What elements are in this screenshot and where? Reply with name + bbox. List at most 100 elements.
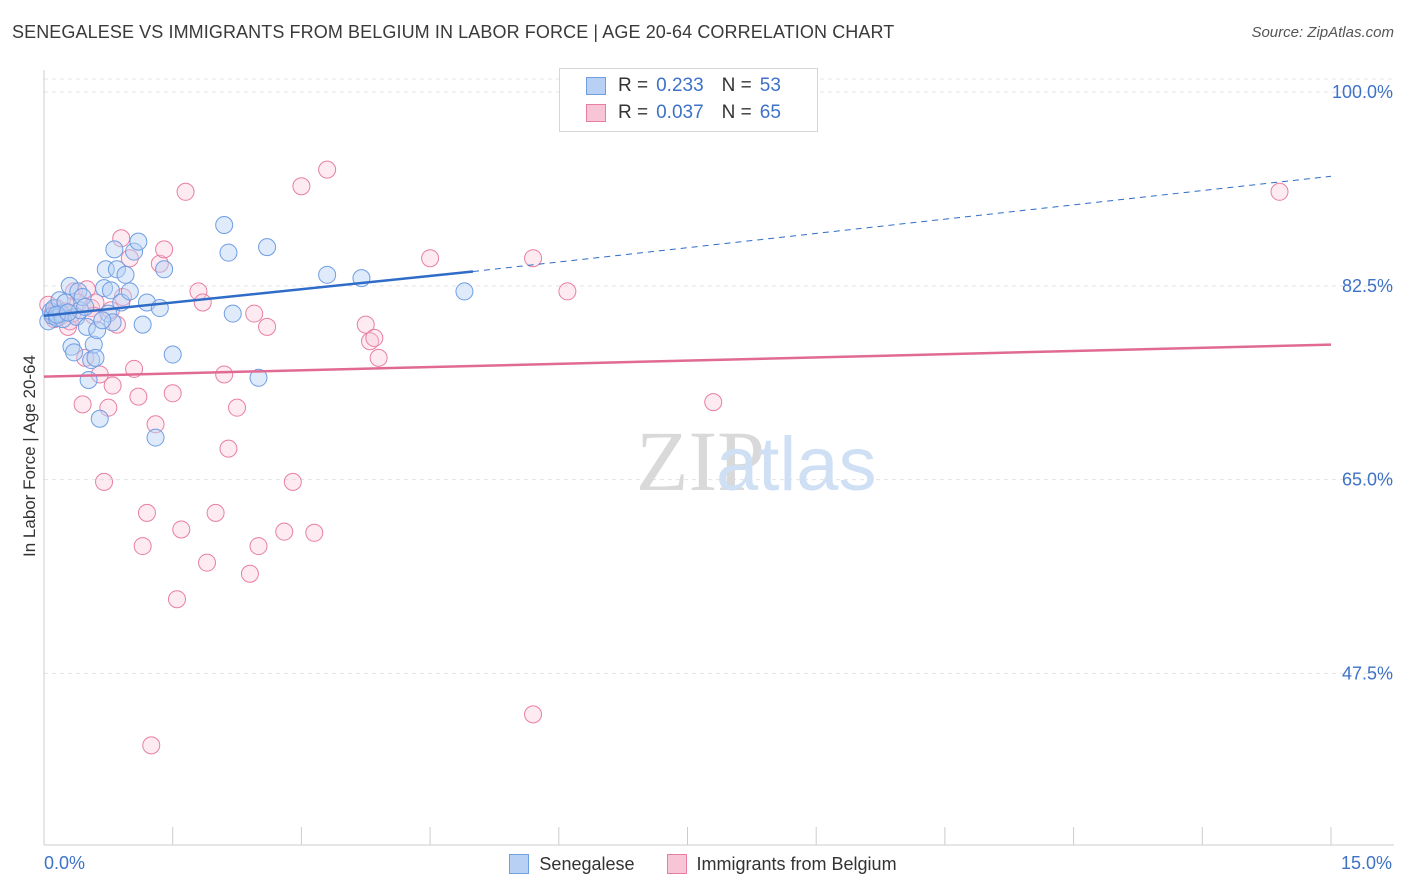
point-senegalese — [146, 428, 165, 447]
axes — [43, 70, 1394, 846]
series-legend-belgium[interactable]: Immigrants from Belgium — [666, 853, 897, 875]
data-points — [39, 160, 1289, 755]
point-senegalese — [86, 348, 105, 367]
y-tick-label: 100.0% — [1332, 82, 1393, 102]
correlation-legend: R = 0.233 N = 53 R = 0.037 N = 65 — [559, 68, 818, 132]
point-belgium — [198, 553, 217, 572]
point-belgium — [318, 160, 337, 179]
legend-swatch-senegalese — [586, 77, 606, 95]
point-senegalese — [163, 345, 182, 364]
point-belgium — [167, 590, 186, 609]
point-senegalese — [65, 343, 84, 362]
point-belgium — [245, 304, 264, 323]
legend-r-value: 0.037 — [656, 102, 704, 123]
series-legend-senegalese[interactable]: Senegalese — [509, 853, 635, 875]
legend-r-label: R = — [618, 75, 649, 96]
point-senegalese — [125, 242, 144, 261]
x-tick-label-min: 0.0% — [44, 853, 86, 873]
point-belgium — [524, 705, 543, 724]
trend-senegalese-extension — [472, 175, 1332, 272]
point-belgium — [142, 736, 161, 755]
watermark-zip: ZIP — [636, 413, 765, 509]
series-legend-label: Senegalese — [539, 853, 635, 874]
point-belgium — [146, 415, 165, 434]
point-belgium — [356, 315, 375, 334]
legend-n-value: 53 — [759, 75, 781, 96]
y-tick-labels: 47.5% 65.0% 82.5% 100.0% — [1332, 82, 1393, 683]
point-belgium — [305, 523, 324, 542]
y-axis-label: In Labor Force | Age 20-64 — [20, 355, 39, 557]
point-belgium — [103, 376, 122, 395]
point-senegalese — [88, 321, 107, 340]
point-senegalese — [116, 265, 135, 284]
point-senegalese — [455, 282, 474, 301]
point-belgium — [240, 564, 259, 583]
point-senegalese — [120, 282, 139, 301]
point-belgium — [155, 240, 174, 259]
watermark: ZIP atlas — [636, 413, 877, 509]
point-senegalese — [93, 311, 112, 330]
point-belgium — [133, 537, 152, 556]
legend-r-label: R = — [618, 102, 649, 123]
point-senegalese — [101, 281, 120, 300]
point-senegalese — [258, 238, 277, 257]
point-senegalese — [155, 260, 174, 279]
legend-row-belgium: R = 0.037 N = 65 — [586, 102, 781, 124]
point-senegalese — [105, 240, 124, 259]
point-senegalese — [84, 335, 103, 354]
point-belgium — [275, 522, 294, 541]
point-belgium — [163, 384, 182, 403]
point-senegalese — [133, 315, 152, 334]
x-tick-label-max: 15.0% — [1340, 853, 1392, 873]
watermark-atlas: atlas — [716, 422, 877, 507]
trend-belgium — [43, 343, 1332, 378]
point-belgium — [193, 293, 212, 312]
y-tick-label: 82.5% — [1342, 276, 1393, 296]
point-belgium — [129, 387, 148, 406]
series-swatch-senegalese — [509, 854, 530, 874]
series-swatch-belgium — [666, 854, 687, 874]
point-belgium — [1270, 182, 1289, 201]
chart-title: SENEGALESE VS IMMIGRANTS FROM BELGIUM IN… — [12, 22, 895, 42]
point-belgium — [176, 182, 195, 201]
legend-row-senegalese: R = 0.233 N = 53 — [586, 75, 781, 97]
legend-n-label: N = — [721, 102, 752, 123]
point-senegalese — [79, 371, 98, 389]
point-belgium — [137, 503, 156, 522]
point-belgium — [73, 395, 92, 414]
point-belgium — [283, 472, 302, 491]
point-belgium — [524, 249, 543, 268]
point-belgium — [421, 249, 440, 268]
point-belgium — [219, 439, 238, 458]
y-tick-label: 65.0% — [1342, 470, 1393, 490]
point-senegalese — [223, 304, 242, 323]
point-senegalese — [129, 232, 148, 251]
point-belgium — [206, 503, 225, 522]
point-belgium — [249, 537, 268, 556]
series-legend: Senegalese Immigrants from Belgium — [0, 852, 1406, 876]
point-belgium — [172, 520, 191, 539]
point-senegalese — [60, 276, 79, 295]
trend-senegalese — [43, 270, 474, 318]
point-senegalese — [318, 265, 337, 284]
legend-n-label: N = — [721, 75, 752, 96]
point-belgium — [292, 177, 311, 196]
point-senegalese — [77, 317, 96, 336]
point-senegalese — [90, 409, 109, 428]
y-tick-label: 47.5% — [1342, 663, 1393, 683]
grid-lines — [44, 78, 1394, 674]
series-legend-label: Immigrants from Belgium — [696, 853, 897, 874]
point-belgium — [112, 229, 131, 248]
point-senegalese — [107, 260, 126, 279]
point-senegalese — [219, 243, 238, 262]
point-belgium — [369, 348, 388, 367]
point-senegalese — [95, 279, 114, 298]
point-belgium — [215, 365, 234, 384]
point-belgium — [228, 398, 247, 417]
point-senegalese — [215, 216, 234, 234]
point-belgium — [365, 328, 384, 347]
trend-lines — [43, 175, 1332, 378]
point-belgium — [704, 393, 723, 412]
point-senegalese — [249, 368, 268, 387]
